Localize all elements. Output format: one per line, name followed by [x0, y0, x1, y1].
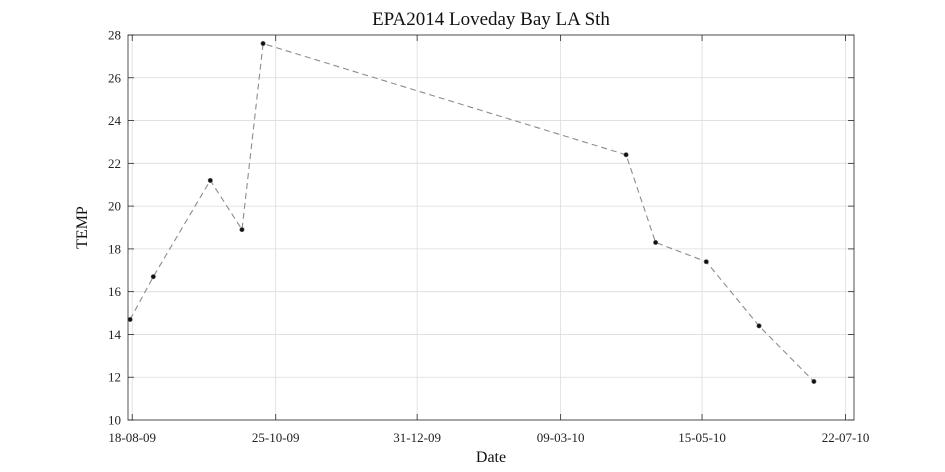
data-point: [811, 378, 817, 384]
x-tick-label: 15-05-10: [678, 430, 726, 445]
data-point: [623, 152, 629, 158]
data-point: [260, 41, 266, 47]
y-tick-label: 18: [108, 241, 121, 256]
y-tick-label: 10: [108, 413, 121, 428]
chart-title: EPA2014 Loveday Bay LA Sth: [372, 9, 610, 30]
data-point: [239, 227, 245, 233]
x-tick-label: 18-08-09: [108, 430, 156, 445]
x-axis-label: Date: [476, 449, 506, 466]
data-point: [703, 259, 709, 265]
y-tick-label: 26: [108, 70, 122, 85]
data-point: [756, 323, 762, 329]
y-tick-label: 20: [108, 199, 121, 214]
y-axis-label: TEMP: [74, 206, 91, 249]
series-line: [129, 42, 815, 382]
data-series: [127, 41, 817, 384]
y-tick-label: 16: [108, 284, 122, 299]
plot-border: [127, 34, 855, 421]
y-tick-label: 28: [108, 28, 121, 43]
x-tick-label: 31-12-09: [393, 430, 441, 445]
plot-area: [128, 35, 854, 420]
x-tick-label: 22-07-10: [822, 430, 870, 445]
data-point: [653, 239, 659, 245]
y-tick-label: 12: [108, 370, 121, 385]
data-point: [150, 274, 156, 280]
x-tick-label: 09-03-10: [537, 430, 585, 445]
axis-ticks: 10 12 14 16 18 20 22 24 26 28 18-08-09 25-10-09 31-1…: [108, 28, 869, 446]
y-tick-label: 22: [108, 156, 121, 171]
data-point: [127, 316, 133, 322]
data-point: [207, 177, 213, 183]
y-tick-label: 24: [108, 113, 122, 128]
y-tick-label: 14: [108, 327, 122, 342]
x-tick-label: 25-10-09: [252, 430, 300, 445]
